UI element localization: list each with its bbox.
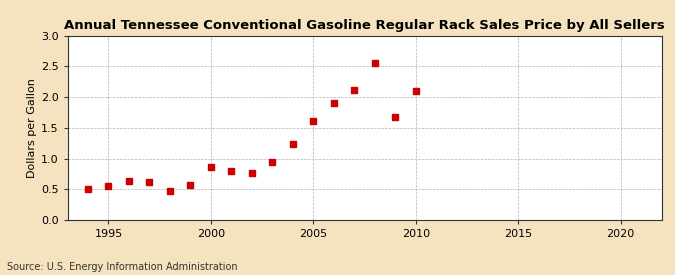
Point xyxy=(410,89,421,93)
Point xyxy=(390,115,401,119)
Point xyxy=(349,88,360,93)
Point xyxy=(328,100,339,105)
Point xyxy=(267,160,277,164)
Point xyxy=(308,118,319,123)
Point xyxy=(205,164,216,169)
Point xyxy=(369,61,380,66)
Point xyxy=(103,184,114,188)
Point xyxy=(226,169,237,174)
Y-axis label: Dollars per Gallon: Dollars per Gallon xyxy=(26,78,36,178)
Point xyxy=(82,187,93,191)
Point xyxy=(144,180,155,184)
Point xyxy=(288,142,298,146)
Point xyxy=(246,170,257,175)
Point xyxy=(124,179,134,183)
Point xyxy=(185,183,196,187)
Text: Source: U.S. Energy Information Administration: Source: U.S. Energy Information Administ… xyxy=(7,262,238,272)
Point xyxy=(165,189,176,193)
Title: Annual Tennessee Conventional Gasoline Regular Rack Sales Price by All Sellers: Annual Tennessee Conventional Gasoline R… xyxy=(64,19,665,32)
